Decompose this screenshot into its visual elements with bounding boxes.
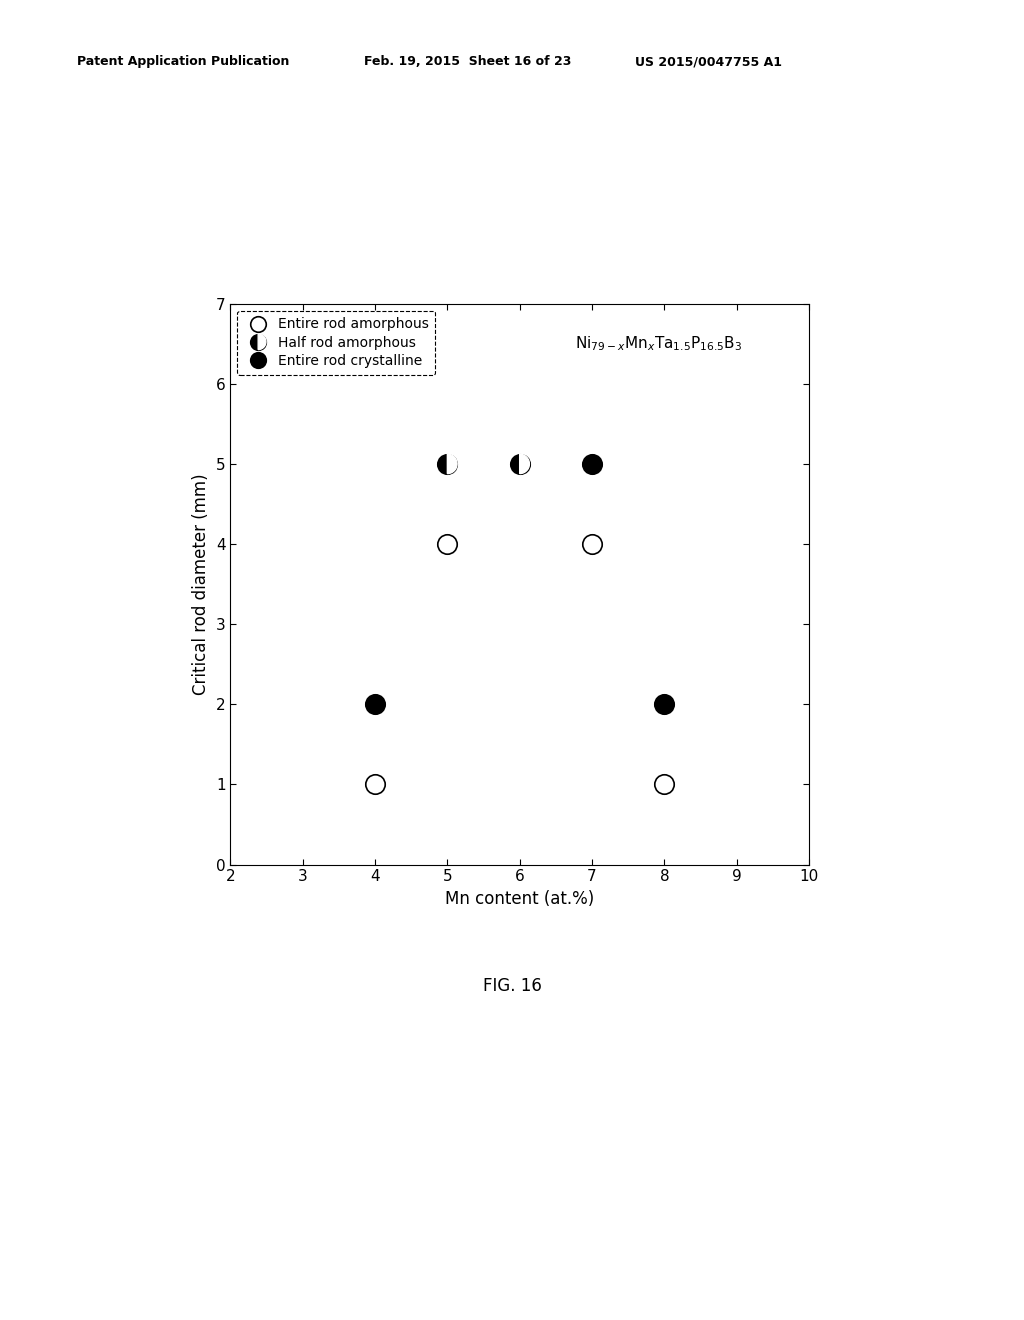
- Text: US 2015/0047755 A1: US 2015/0047755 A1: [635, 55, 782, 69]
- Text: Patent Application Publication: Patent Application Publication: [77, 55, 289, 69]
- Polygon shape: [447, 454, 457, 474]
- Text: Feb. 19, 2015  Sheet 16 of 23: Feb. 19, 2015 Sheet 16 of 23: [364, 55, 571, 69]
- Y-axis label: Critical rod diameter (mm): Critical rod diameter (mm): [193, 474, 210, 694]
- Text: FIG. 16: FIG. 16: [482, 977, 542, 995]
- Text: Ni$_{79-x}$Mn$_{x}$Ta$_{1.5}$P$_{16.5}$B$_{3}$: Ni$_{79-x}$Mn$_{x}$Ta$_{1.5}$P$_{16.5}$B…: [574, 334, 742, 354]
- X-axis label: Mn content (at.%): Mn content (at.%): [445, 890, 594, 908]
- Legend: Entire rod amorphous, Half rod amorphous, Entire rod crystalline: Entire rod amorphous, Half rod amorphous…: [238, 310, 435, 375]
- Polygon shape: [519, 454, 529, 474]
